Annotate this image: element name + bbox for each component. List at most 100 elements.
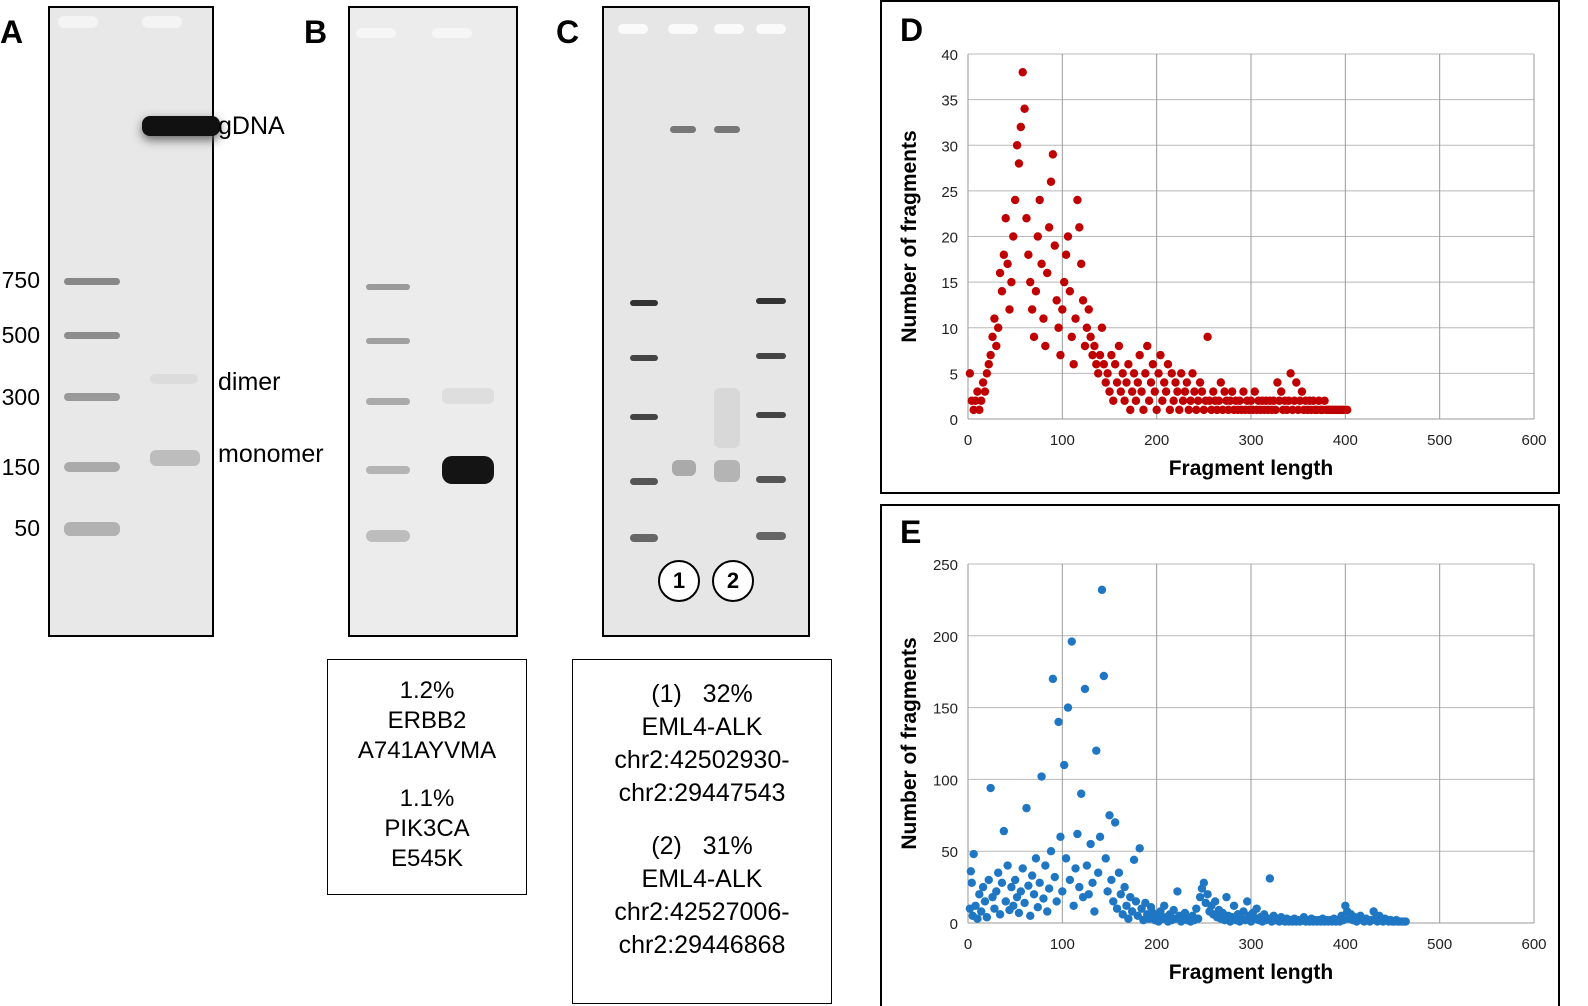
ladder-band	[756, 412, 786, 418]
data-point	[1184, 405, 1193, 415]
data-point	[1105, 387, 1114, 396]
data-point	[1095, 832, 1105, 842]
data-point	[1131, 396, 1141, 405]
data-point	[1039, 894, 1048, 903]
data-point	[977, 907, 986, 916]
x-tick-label: 0	[964, 432, 972, 449]
y-axis-label: Number of fragments	[898, 130, 921, 342]
info-box-c: (1) 32% EML4-ALK chr2:42502930- chr2:294…	[572, 659, 832, 1004]
data-point	[1156, 350, 1165, 360]
ladder-band-150	[366, 466, 410, 474]
data-point	[978, 378, 988, 387]
data-point	[984, 360, 993, 369]
data-point	[1114, 341, 1124, 351]
data-point	[1012, 141, 1022, 150]
chart-box-e: 0 50 100 150 200 250 0 100 200 300 400 500 600 Fragme…	[880, 504, 1560, 1006]
info-line: (2) 31%	[651, 832, 753, 860]
data-point	[1052, 897, 1061, 906]
well-band	[668, 24, 698, 34]
info-line	[573, 810, 831, 830]
data-point	[1235, 396, 1244, 405]
y-tick-label: 100	[933, 772, 958, 789]
data-point	[990, 904, 999, 913]
data-point	[1131, 897, 1141, 906]
x-tick-label: 300	[1238, 936, 1263, 953]
data-point	[1029, 890, 1039, 899]
lane-2-marker: 2	[712, 560, 754, 602]
info-line: chr2:29446868	[618, 931, 786, 959]
ladder-band	[756, 532, 786, 540]
data-point	[1077, 789, 1086, 798]
ladder-band	[630, 414, 658, 420]
data-point	[1173, 387, 1182, 396]
info-line: ERBB2	[387, 707, 467, 734]
ladder-band	[630, 300, 658, 306]
data-point	[1039, 314, 1048, 323]
data-point	[1222, 892, 1231, 902]
data-point	[1010, 875, 1020, 885]
data-point	[1018, 68, 1027, 77]
data-point	[1099, 360, 1109, 369]
monomer-band	[442, 456, 494, 484]
data-point	[969, 849, 978, 859]
data-point	[1124, 914, 1133, 923]
data-point	[1103, 887, 1112, 896]
panel-letter-a: A	[0, 14, 24, 50]
data-point	[973, 387, 982, 396]
x-tick-label: 400	[1333, 432, 1358, 449]
data-point	[966, 867, 976, 876]
data-point	[1033, 903, 1043, 912]
info-line: chr2:29447543	[618, 779, 786, 807]
data-point	[1112, 378, 1122, 387]
data-point	[1148, 360, 1158, 369]
data-point	[982, 369, 992, 378]
gdna-band	[714, 126, 740, 133]
data-point	[1192, 405, 1201, 415]
data-point	[1133, 378, 1142, 387]
monomer-label: monomer	[218, 440, 324, 468]
dimer-band	[442, 388, 494, 404]
data-point	[1139, 405, 1148, 415]
data-point	[1060, 277, 1069, 287]
data-point	[1101, 854, 1110, 863]
data-point	[1109, 396, 1118, 405]
data-point	[1146, 378, 1156, 387]
data-point	[1107, 875, 1116, 885]
data-point	[1320, 396, 1329, 405]
y-tick-label: 25	[941, 184, 958, 201]
data-point	[1180, 387, 1190, 396]
data-point	[1005, 305, 1014, 314]
ladder-band	[630, 355, 658, 361]
ladder-band-500	[64, 332, 120, 339]
data-point	[1044, 884, 1054, 893]
data-point	[1026, 911, 1035, 921]
data-point	[1092, 360, 1101, 369]
x-tick-label: 300	[1238, 432, 1263, 449]
data-point	[1203, 332, 1212, 342]
data-point	[1276, 387, 1286, 396]
data-point	[1058, 305, 1067, 314]
info-line: PIK3CA	[384, 815, 470, 842]
data-point	[1120, 396, 1129, 405]
data-point	[1067, 637, 1076, 646]
data-point	[1020, 898, 1029, 908]
data-point	[1152, 405, 1161, 415]
data-point	[1203, 890, 1212, 899]
data-point	[1193, 396, 1203, 405]
data-point	[990, 314, 999, 323]
ladder-band-150	[64, 462, 120, 472]
data-point	[1067, 332, 1076, 342]
info-line: (1) 32%	[651, 680, 753, 708]
x-tick-label: 500	[1427, 936, 1452, 953]
well-band	[58, 16, 98, 28]
data-point	[1073, 829, 1082, 839]
gdna-band	[670, 126, 696, 133]
data-point	[1065, 287, 1075, 296]
data-point	[1048, 674, 1058, 684]
data-point	[1009, 901, 1018, 910]
data-point	[1088, 350, 1097, 360]
data-point	[1090, 907, 1099, 916]
sample-band	[672, 460, 696, 476]
data-point	[1071, 864, 1080, 873]
ladder-band-500	[366, 338, 410, 344]
